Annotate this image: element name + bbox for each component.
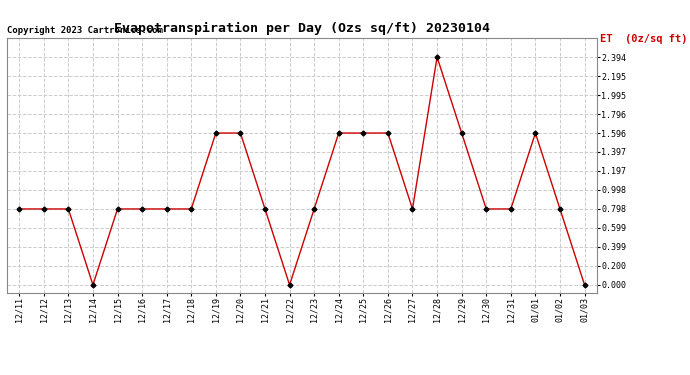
Title: Evapotranspiration per Day (Ozs sq/ft) 20230104: Evapotranspiration per Day (Ozs sq/ft) 2… xyxy=(114,22,490,35)
Text: Copyright 2023 Cartronics.com: Copyright 2023 Cartronics.com xyxy=(7,26,163,35)
Text: ET  (0z/sq ft): ET (0z/sq ft) xyxy=(600,34,688,44)
